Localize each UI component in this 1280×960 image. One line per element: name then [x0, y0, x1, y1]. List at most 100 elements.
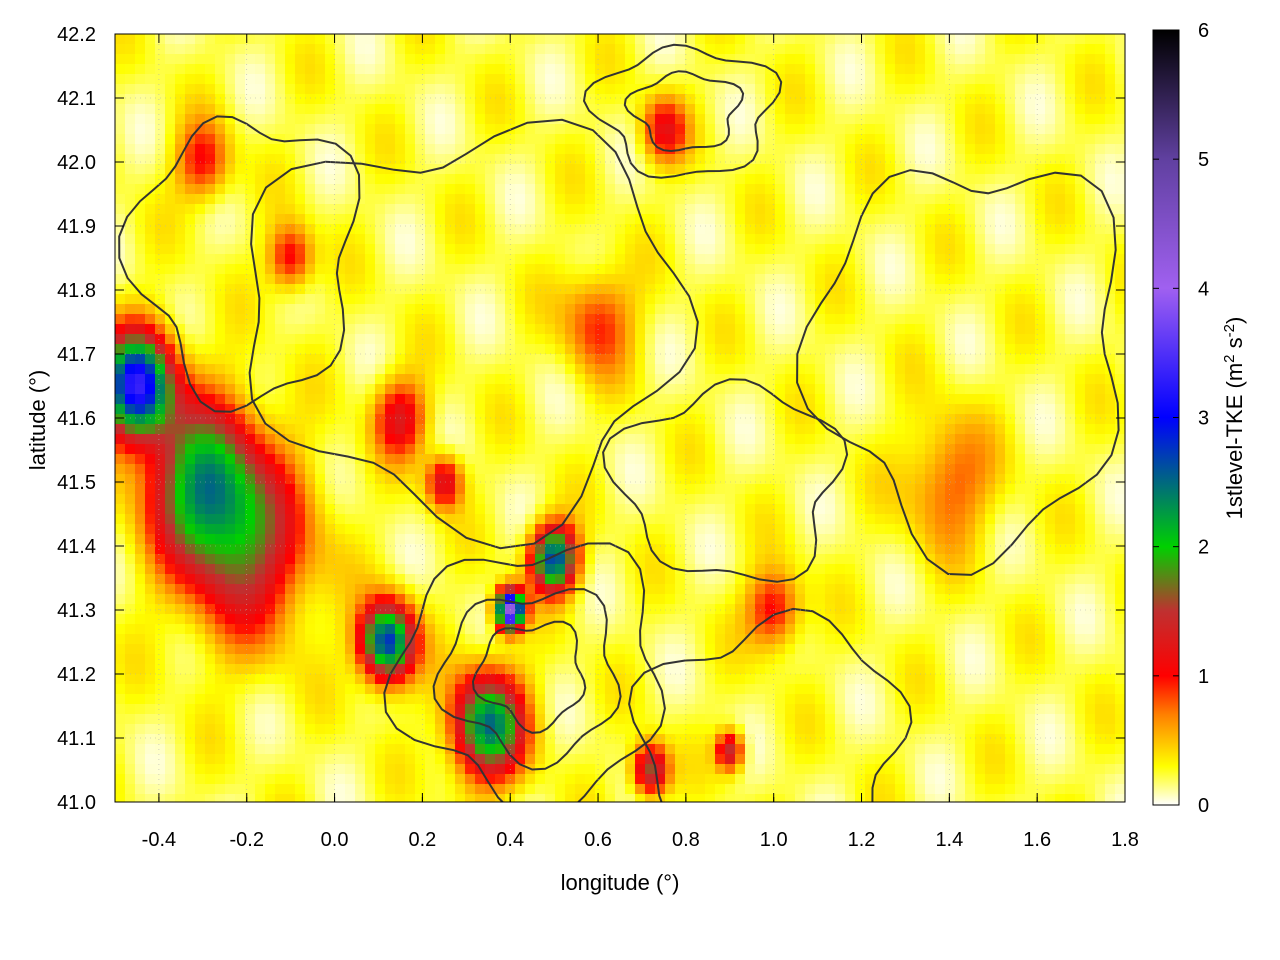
heat-cell — [195, 554, 205, 564]
heat-cell — [705, 724, 715, 734]
heat-cell — [285, 784, 295, 794]
heat-cell — [215, 374, 225, 384]
heat-cell — [295, 624, 305, 634]
heat-cell — [245, 104, 255, 114]
heat-cell — [145, 564, 155, 574]
heat-cell — [625, 54, 635, 64]
heat-cell — [675, 494, 685, 504]
heat-cell — [595, 684, 605, 694]
heat-cell — [715, 454, 725, 464]
heat-cell — [165, 714, 175, 724]
heat-cell — [445, 434, 455, 444]
heat-cell — [375, 674, 385, 684]
heat-cell — [735, 274, 745, 284]
heat-cell — [255, 734, 265, 744]
heat-cell — [175, 744, 185, 754]
heat-cell — [195, 384, 205, 394]
heat-cell — [495, 284, 505, 294]
heat-cell — [355, 394, 365, 404]
heat-cell — [615, 214, 625, 224]
heat-cell — [425, 164, 435, 174]
heat-cell — [185, 744, 195, 754]
heat-cell — [255, 224, 265, 234]
heat-cell — [665, 594, 675, 604]
heat-cell — [535, 364, 545, 374]
heat-cell — [385, 104, 395, 114]
heat-cell — [755, 514, 765, 524]
heat-cell — [255, 514, 265, 524]
heat-cell — [375, 714, 385, 724]
heat-cell — [465, 624, 475, 634]
heat-cell — [585, 474, 595, 484]
heat-cell — [555, 494, 565, 504]
heat-cell — [235, 194, 245, 204]
heat-cell — [705, 694, 715, 704]
heat-cell — [215, 104, 225, 114]
heat-cell — [475, 564, 485, 574]
heat-cell — [455, 424, 465, 434]
heat-cell — [145, 54, 155, 64]
heat-cell — [425, 44, 435, 54]
heat-cell — [615, 534, 625, 544]
heat-cell — [335, 184, 345, 194]
heat-cell — [225, 604, 235, 614]
heat-cell — [495, 574, 505, 584]
heat-cell — [325, 134, 335, 144]
heat-cell — [125, 254, 135, 264]
heat-cell — [335, 54, 345, 64]
heat-cell — [395, 204, 405, 214]
heat-cell — [725, 154, 735, 164]
heat-cell — [655, 444, 665, 454]
heat-cell — [245, 64, 255, 74]
heat-cell — [595, 674, 605, 684]
heat-cell — [695, 554, 705, 564]
heat-cell — [265, 634, 275, 644]
heat-cell — [425, 614, 435, 624]
heat-cell — [265, 654, 275, 664]
heat-cell — [465, 384, 475, 394]
heat-cell — [445, 794, 455, 802]
heat-cell — [535, 434, 545, 444]
heat-cell — [625, 304, 635, 314]
heat-cell — [725, 764, 735, 774]
heat-cell — [435, 464, 445, 474]
heat-cell — [275, 644, 285, 654]
heat-cell — [535, 234, 545, 244]
heat-cell — [315, 504, 325, 514]
heat-cell — [575, 84, 585, 94]
heat-cell — [175, 604, 185, 614]
heat-cell — [325, 384, 335, 394]
heat-cell — [245, 504, 255, 514]
heat-cell — [145, 194, 155, 204]
heat-cell — [535, 254, 545, 264]
heat-cell — [375, 74, 385, 84]
heat-cell — [565, 784, 575, 794]
heat-cell — [195, 624, 205, 634]
heat-cell — [175, 84, 185, 94]
heat-cell — [665, 54, 675, 64]
heat-cell — [495, 434, 505, 444]
heat-cell — [175, 424, 185, 434]
heat-cell — [405, 334, 415, 344]
heat-cell — [235, 104, 245, 114]
heat-cell — [595, 144, 605, 154]
heat-cell — [315, 564, 325, 574]
heat-cell — [355, 324, 365, 334]
heat-cell — [195, 34, 205, 44]
heat-cell — [565, 764, 575, 774]
heat-cell — [685, 694, 695, 704]
heat-cell — [165, 724, 175, 734]
heat-cell — [205, 734, 215, 744]
heat-cell — [125, 414, 135, 424]
heat-cell — [545, 604, 555, 614]
heat-cell — [485, 294, 495, 304]
heat-cell — [345, 544, 355, 554]
heat-cell — [485, 744, 495, 754]
heat-cell — [645, 444, 655, 454]
heat-cell — [715, 744, 725, 754]
heat-cell — [125, 744, 135, 754]
heat-cell — [755, 174, 765, 184]
heat-cell — [735, 184, 745, 194]
heat-cell — [375, 754, 385, 764]
heat-cell — [305, 664, 315, 674]
